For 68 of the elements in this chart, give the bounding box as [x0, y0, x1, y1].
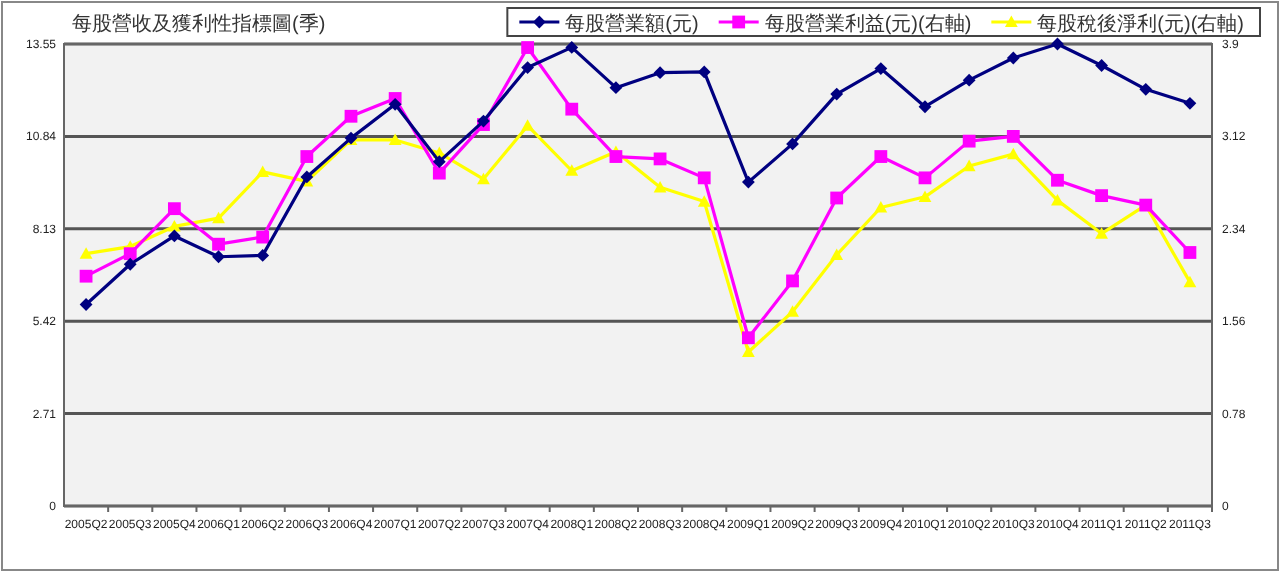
point	[1006, 51, 1020, 65]
point	[1183, 275, 1197, 288]
point	[212, 211, 225, 224]
point	[477, 172, 490, 185]
point	[1051, 193, 1064, 206]
chart-title: 每股營收及獲利性指標圖(季)	[72, 12, 326, 36]
point	[79, 247, 93, 259]
point	[1006, 130, 1020, 143]
point	[786, 305, 799, 317]
point	[565, 164, 579, 176]
point	[1006, 147, 1020, 160]
point	[830, 248, 844, 260]
point	[432, 155, 446, 169]
point	[653, 180, 667, 193]
point	[786, 274, 799, 288]
point	[609, 150, 623, 163]
point	[1183, 246, 1197, 259]
point	[521, 61, 535, 74]
point	[521, 119, 535, 131]
point	[918, 171, 932, 185]
point	[741, 331, 755, 345]
point	[212, 237, 225, 251]
point	[653, 66, 667, 80]
legend-label: 每股營業額(元)	[565, 12, 699, 36]
legend-label: 每股營業利益(元)(右軸)	[764, 12, 972, 36]
point	[1095, 189, 1109, 203]
point	[830, 191, 844, 205]
point	[256, 165, 270, 178]
point	[962, 159, 976, 172]
point	[609, 81, 623, 95]
point	[123, 247, 137, 261]
point	[256, 248, 270, 262]
point	[79, 269, 93, 283]
point	[1095, 59, 1109, 72]
point	[1095, 227, 1109, 239]
point	[918, 190, 932, 202]
point	[300, 170, 314, 184]
point	[1183, 96, 1197, 110]
point	[565, 41, 579, 54]
point	[830, 87, 844, 101]
point	[388, 133, 402, 146]
point	[962, 73, 976, 87]
point	[1051, 173, 1064, 187]
point	[167, 220, 181, 232]
point	[697, 171, 711, 185]
point	[256, 230, 270, 244]
point	[344, 109, 358, 123]
point	[565, 102, 579, 116]
point	[432, 166, 446, 180]
point	[300, 150, 314, 163]
legend-label: 每股稅後淨利(元)(右軸)	[1037, 12, 1244, 36]
point	[697, 65, 711, 79]
point	[918, 100, 932, 114]
point	[786, 137, 799, 151]
point	[167, 202, 181, 216]
point	[874, 62, 888, 75]
point	[741, 345, 755, 358]
point	[123, 257, 137, 271]
point	[874, 201, 888, 213]
point	[388, 97, 402, 111]
point	[212, 250, 225, 264]
point	[167, 229, 181, 243]
point	[741, 175, 755, 189]
point	[874, 150, 888, 163]
point	[962, 134, 976, 148]
point	[1139, 82, 1153, 96]
point	[697, 195, 711, 207]
point	[521, 41, 535, 54]
